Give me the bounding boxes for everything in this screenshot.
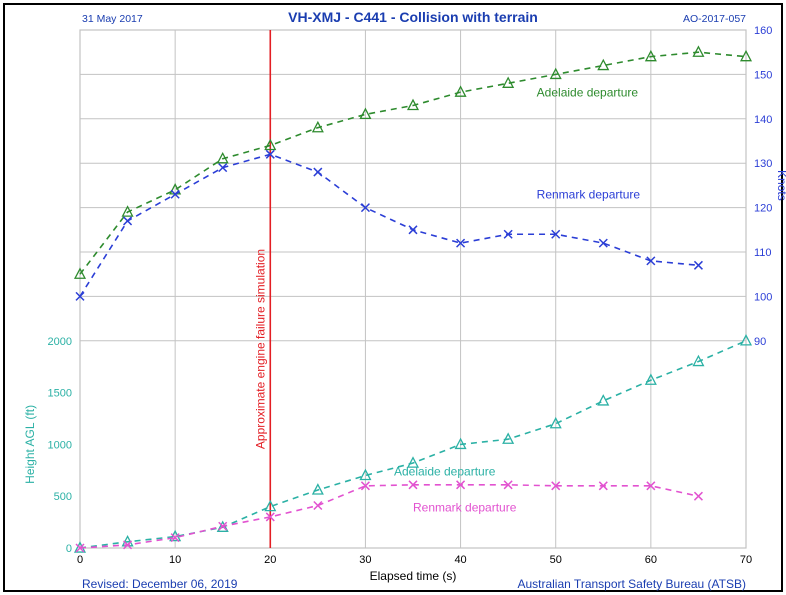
x-axis-label: Elapsed time (s)	[370, 569, 457, 583]
y-right-tick-label: 110	[754, 247, 772, 259]
y-left-tick-label: 1500	[48, 388, 72, 400]
y-left-tick-label: 500	[54, 491, 72, 503]
y-left-tick-label: 2000	[48, 336, 72, 348]
series-label-adelaide_knots: Adelaide departure	[537, 86, 639, 100]
y-left-axis-label: Height AGL (ft)	[23, 405, 37, 484]
date-label: 31 May 2017	[82, 13, 143, 25]
x-tick-label: 70	[740, 554, 752, 566]
series-label-adelaide_height: Adelaide departure	[394, 464, 496, 478]
y-right-tick-label: 140	[754, 114, 772, 126]
x-tick-label: 20	[264, 554, 276, 566]
revised-label: Revised: December 06, 2019	[82, 577, 238, 591]
y-right-axis-label: Knots	[775, 170, 786, 201]
series-label-renmark_knots: Renmark departure	[537, 188, 641, 202]
series-renmark_knots	[80, 154, 698, 296]
chart-title: VH-XMJ - C441 - Collision with terrain	[288, 9, 538, 25]
report-id: AO-2017-057	[683, 13, 746, 25]
y-right-tick-label: 90	[754, 336, 766, 348]
chart-container: 0 10 20 30 40 50 60 70 Elapsed time (s) 0 500 1000 1…	[0, 0, 786, 595]
series-renmark_height	[80, 485, 698, 548]
y-left-tick-label: 0	[66, 543, 72, 555]
y-right-tick-label: 150	[754, 69, 772, 81]
x-tick-label: 50	[550, 554, 562, 566]
series-label-renmark_height: Renmark departure	[413, 501, 517, 515]
x-tick-label: 10	[169, 554, 181, 566]
attribution-label: Australian Transport Safety Bureau (ATSB…	[517, 577, 746, 591]
chart-svg: 0 10 20 30 40 50 60 70 Elapsed time (s) 0 500 1000 1…	[0, 0, 786, 595]
x-tick-label: 40	[454, 554, 466, 566]
x-tick-label: 0	[77, 554, 83, 566]
vertical-marker-label: Approximate engine failure simulation	[253, 249, 267, 449]
x-tick-label: 60	[645, 554, 657, 566]
series-adelaide_height	[80, 341, 746, 548]
y-left-tick-label: 1000	[48, 439, 72, 451]
x-tick-label: 30	[359, 554, 371, 566]
y-right-tick-label: 120	[754, 203, 772, 215]
y-right-tick-label: 160	[754, 25, 772, 37]
y-right-tick-label: 130	[754, 158, 772, 170]
y-right-tick-label: 100	[754, 291, 772, 303]
